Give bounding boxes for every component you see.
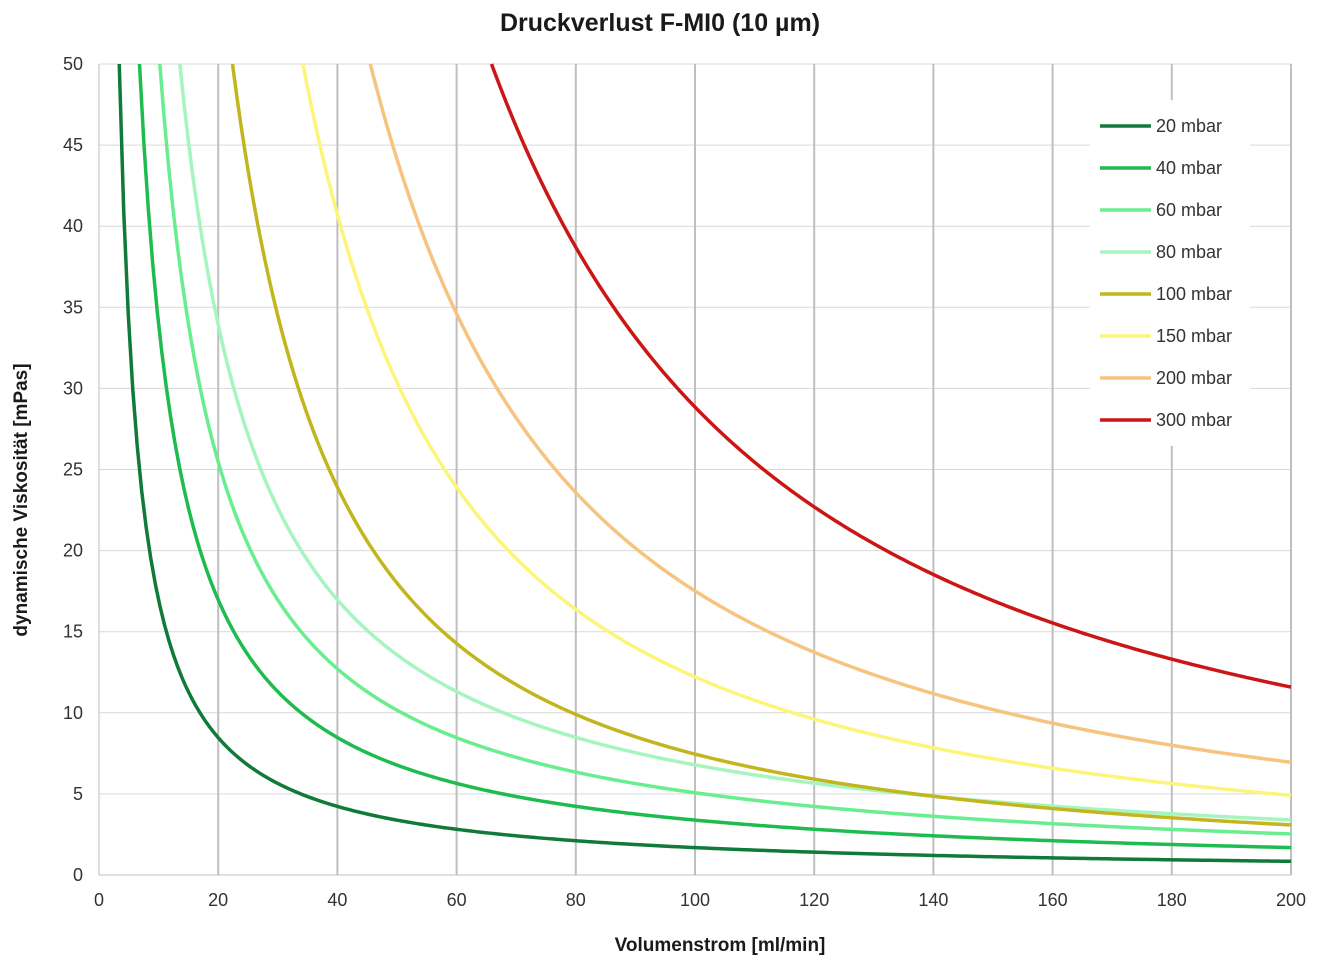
- x-tick-label: 100: [680, 890, 710, 910]
- series-line-80-mbar: [178, 63, 1292, 822]
- series-lines: [117, 63, 1292, 864]
- grid: [98, 63, 1292, 876]
- legend-box: [1090, 100, 1250, 446]
- y-tick-label: 40: [63, 216, 83, 236]
- y-tick-label: 5: [73, 784, 83, 804]
- x-tick-label: 120: [799, 890, 829, 910]
- series-line-200-mbar: [368, 63, 1292, 764]
- tick-labels: 0 20 40 60 80 100 120 140 160 180 200 0 5 10 15 20 25 30 3…: [63, 54, 1306, 910]
- x-tick-label: 0: [94, 890, 104, 910]
- series-line-150-mbar: [301, 63, 1292, 798]
- y-tick-label: 25: [63, 460, 83, 480]
- legend: 20 mbar 40 mbar 60 mbar 80 mbar 100 mbar 150 …: [1090, 100, 1250, 446]
- y-tick-label: 10: [63, 703, 83, 723]
- legend-label: 60 mbar: [1156, 200, 1222, 220]
- legend-label: 20 mbar: [1156, 116, 1222, 136]
- x-tick-label: 200: [1276, 890, 1306, 910]
- legend-label: 150 mbar: [1156, 326, 1232, 346]
- y-tick-label: 30: [63, 378, 83, 398]
- x-tick-label: 140: [918, 890, 948, 910]
- x-axis-title: Volumenstrom [ml/min]: [615, 935, 826, 956]
- series-line-40-mbar: [137, 63, 1292, 850]
- y-tick-label: 50: [63, 54, 83, 74]
- chart-title: Druckverlust F-MI0 (10 µm): [500, 9, 820, 37]
- legend-label: 100 mbar: [1156, 284, 1232, 304]
- legend-label: 80 mbar: [1156, 242, 1222, 262]
- x-tick-label: 160: [1038, 890, 1068, 910]
- x-tick-label: 80: [566, 890, 586, 910]
- x-tick-label: 20: [208, 890, 228, 910]
- x-tick-label: 40: [327, 890, 347, 910]
- y-tick-label: 20: [63, 541, 83, 561]
- series-line-300-mbar: [489, 63, 1292, 689]
- series-line-100-mbar: [230, 63, 1292, 827]
- y-tick-label: 45: [63, 135, 83, 155]
- legend-label: 300 mbar: [1156, 410, 1232, 430]
- series-line-60-mbar: [158, 63, 1292, 836]
- x-tick-label: 60: [447, 890, 467, 910]
- series-line-20-mbar: [117, 63, 1292, 864]
- legend-label: 40 mbar: [1156, 158, 1222, 178]
- y-tick-label: 35: [63, 297, 83, 317]
- y-tick-label: 15: [63, 622, 83, 642]
- y-axis-title: dynamische Viskosität [mPas]: [11, 363, 32, 636]
- legend-label: 200 mbar: [1156, 368, 1232, 388]
- x-tick-label: 180: [1157, 890, 1187, 910]
- y-tick-label: 0: [73, 865, 83, 885]
